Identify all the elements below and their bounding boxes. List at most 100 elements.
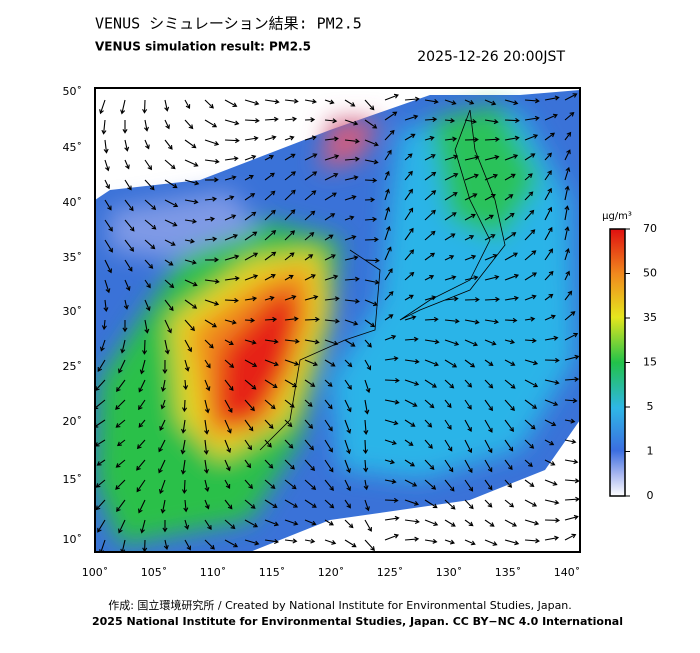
wind-arrow: [424, 316, 439, 322]
wind-arrow: [124, 199, 134, 212]
wind-arrow: [324, 296, 340, 302]
wind-arrow: [116, 379, 126, 392]
wind-arrow: [184, 199, 199, 205]
wind-arrow: [504, 359, 516, 366]
wind-arrow: [364, 359, 372, 371]
wind-arrow: [404, 439, 414, 446]
wind-arrow: [264, 274, 276, 281]
wind-arrow: [424, 359, 439, 367]
wind-arrow: [284, 230, 296, 241]
wind-arrow: [484, 253, 498, 261]
wind-arrow: [244, 317, 256, 323]
wind-arrow: [244, 296, 258, 302]
wind-arrow: [484, 319, 499, 325]
wind-arrow: [484, 214, 494, 221]
wind-arrow: [96, 459, 106, 466]
wind-arrow: [524, 250, 537, 261]
wind-arrow: [544, 226, 553, 241]
wind-arrow: [204, 359, 211, 369]
wind-arrow: [144, 239, 156, 250]
lon-label: 105˚: [141, 566, 168, 579]
wind-arrow: [424, 439, 433, 449]
wind-arrow: [244, 519, 259, 528]
wind-arrow: [344, 339, 356, 347]
wind-arrow: [384, 459, 395, 465]
colorbar: [609, 228, 626, 497]
wind-arrow: [115, 459, 126, 468]
wind-arrow: [544, 206, 553, 221]
wind-arrow: [504, 212, 515, 221]
wind-arrow: [324, 379, 333, 387]
wind-arrow: [204, 257, 220, 263]
wind-arrow: [524, 209, 535, 221]
lon-label: 140˚: [554, 566, 581, 579]
wind-arrow: [504, 399, 515, 411]
wind-arrow: [184, 319, 195, 332]
title: VENUS シミュレーション結果: PM2.5: [95, 15, 362, 33]
wind-arrow: [544, 113, 558, 121]
wind-arrow: [564, 93, 578, 101]
wind-arrow: [544, 357, 560, 363]
wind-arrow: [344, 439, 351, 455]
wind-arrow: [101, 119, 107, 135]
wind-arrow: [264, 459, 274, 469]
wind-arrow: [424, 252, 436, 261]
wind-arrow: [203, 439, 209, 455]
wind-arrow: [124, 239, 135, 252]
wind-arrow: [97, 359, 106, 372]
wind-arrow: [544, 187, 552, 201]
wind-arrow: [484, 399, 493, 412]
wind-arrow: [564, 439, 577, 445]
wind-arrow: [444, 519, 456, 527]
wind-arrow: [544, 379, 560, 385]
wind-arrow: [224, 119, 240, 126]
wind-arrow: [160, 499, 166, 514]
wind-arrow: [244, 359, 258, 367]
wind-arrow: [504, 479, 513, 488]
wind-arrow: [284, 359, 300, 366]
lat-label: 40˚: [63, 196, 83, 209]
wind-arrow: [124, 139, 130, 152]
wind-arrow: [164, 139, 173, 150]
wind-arrow: [464, 297, 480, 303]
wind-arrow: [224, 379, 234, 391]
wind-arrow: [116, 499, 126, 513]
wind-arrow: [244, 499, 256, 509]
timestamp: 2025-12-26 20:00JST: [417, 49, 565, 65]
wind-arrow: [504, 173, 516, 181]
lon-label: 130˚: [436, 566, 463, 579]
wind-arrow: [384, 149, 392, 161]
wind-arrow: [142, 339, 148, 355]
wind-arrow: [180, 459, 186, 475]
wind-arrow: [564, 398, 578, 404]
wind-arrow: [404, 114, 419, 121]
wind-arrow: [444, 539, 456, 545]
wind-arrow: [464, 213, 476, 221]
wind-arrow: [164, 159, 176, 170]
wind-arrow: [544, 419, 557, 427]
wind-arrow: [101, 319, 107, 331]
wind-arrow: [564, 496, 580, 502]
wind-arrow: [344, 276, 360, 282]
wind-arrow: [404, 96, 420, 102]
wind-arrow: [344, 479, 351, 492]
wind-arrow: [204, 339, 214, 349]
wind-arrow: [136, 479, 146, 493]
wind-arrow: [97, 519, 106, 533]
wind-arrow: [103, 139, 109, 154]
wind-arrow: [140, 519, 146, 534]
wind-arrow: [384, 439, 397, 446]
wind-arrow: [444, 359, 458, 368]
wind-arrow: [404, 207, 414, 221]
wind-arrow: [344, 379, 352, 390]
wind-arrow: [144, 219, 157, 230]
wind-arrow: [464, 459, 473, 474]
lat-label: 20˚: [63, 415, 83, 428]
wind-arrow: [204, 499, 210, 510]
colorbar-unit: µg/m³: [602, 211, 632, 222]
wind-arrow: [524, 191, 534, 201]
wind-arrow: [284, 153, 296, 161]
wind-arrow: [444, 479, 455, 492]
wind-arrow: [184, 119, 194, 130]
